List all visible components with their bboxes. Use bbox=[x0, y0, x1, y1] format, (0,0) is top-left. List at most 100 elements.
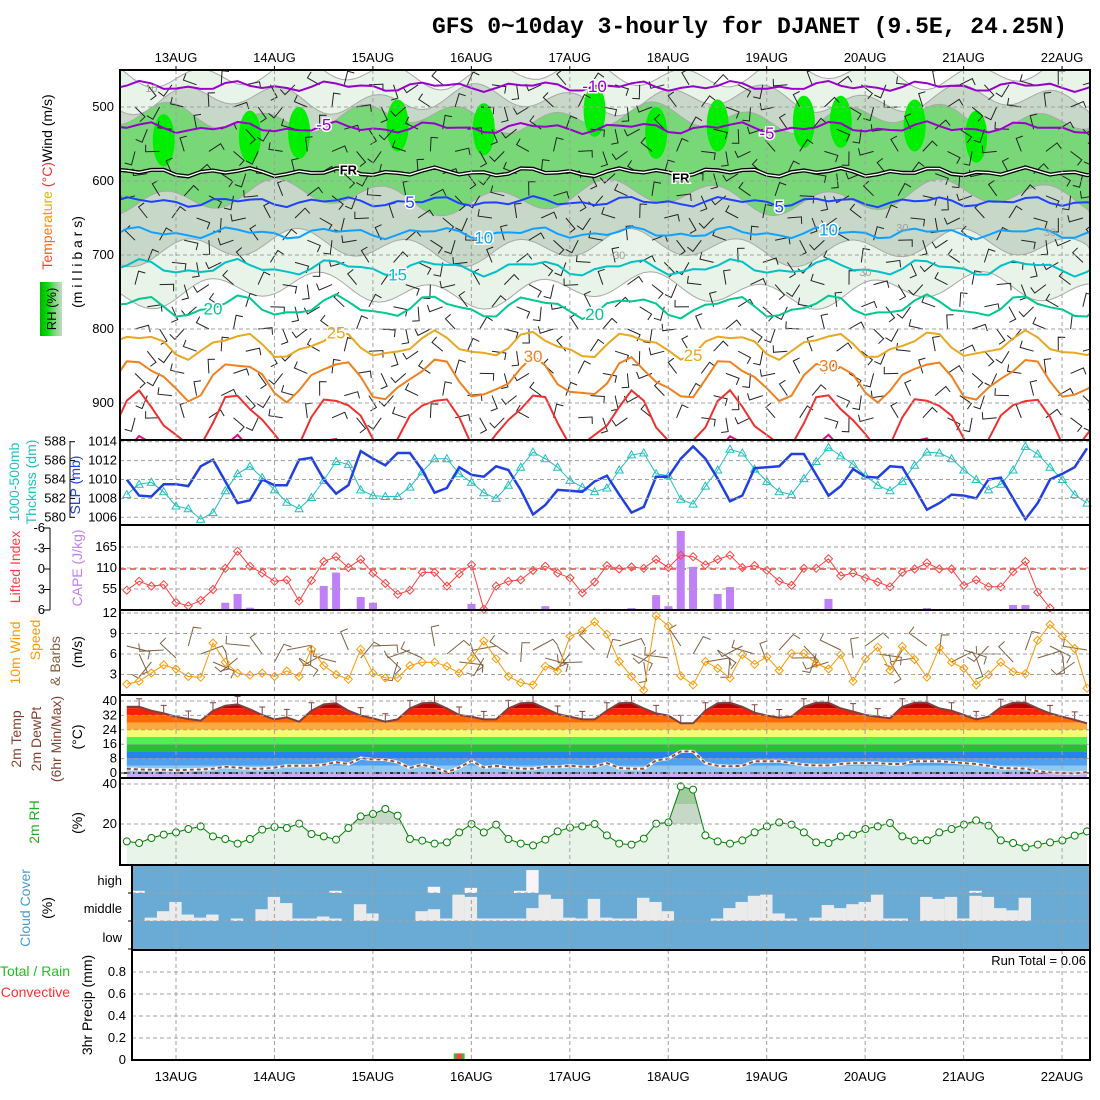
wind-barb bbox=[1018, 306, 1034, 318]
wind-speed-point bbox=[922, 672, 932, 682]
thickness-point bbox=[799, 473, 809, 483]
wind-barb bbox=[981, 145, 997, 154]
rh-core bbox=[583, 84, 606, 137]
thickness-point bbox=[478, 487, 489, 497]
li-point bbox=[614, 564, 624, 574]
rh-legend-label: RH (%) bbox=[44, 288, 59, 331]
temp-tick-label: 24 bbox=[103, 722, 117, 737]
wind-barb bbox=[489, 417, 505, 429]
wind-speed-point bbox=[626, 671, 637, 682]
precip-tick-label: 0.4 bbox=[108, 1008, 126, 1023]
wind-barb bbox=[331, 145, 348, 153]
cloud-bar-middle bbox=[944, 896, 958, 921]
cape-bar bbox=[245, 607, 254, 610]
rh-legend-swatch bbox=[40, 282, 62, 336]
wind-speed-point bbox=[306, 644, 317, 654]
wind-barb bbox=[687, 239, 702, 253]
wind-barb bbox=[540, 261, 554, 277]
thickness-point bbox=[995, 479, 1006, 488]
date-label-top: 21AUG bbox=[942, 50, 985, 65]
cape-tick-label: 55 bbox=[103, 581, 117, 596]
wind-barb bbox=[962, 417, 973, 433]
axis-label-cloud-units: (%) bbox=[39, 897, 55, 919]
wind-barb bbox=[401, 328, 410, 345]
li-point bbox=[823, 554, 834, 564]
cape-tick-label: 165 bbox=[95, 539, 117, 554]
cloud-bar-high bbox=[513, 890, 527, 893]
wind-barb bbox=[750, 328, 763, 343]
wind-barb bbox=[319, 314, 333, 330]
li-point bbox=[811, 563, 821, 574]
li-point bbox=[146, 581, 157, 591]
wind-barb bbox=[393, 251, 409, 263]
wind-barb bbox=[996, 282, 1012, 291]
cloud-bar-middle bbox=[575, 918, 588, 921]
wind-barb-10m bbox=[298, 657, 319, 677]
wind-barb bbox=[563, 278, 579, 286]
axis-label-rh-units: (%) bbox=[69, 812, 85, 834]
thickness-point bbox=[454, 468, 465, 478]
wind-barb bbox=[713, 340, 729, 352]
wind-barb bbox=[836, 226, 850, 241]
rh-point bbox=[1033, 840, 1042, 849]
slp-tick-label: 1014 bbox=[88, 434, 117, 449]
wind-barb bbox=[833, 195, 850, 204]
isotherm-20 bbox=[120, 293, 1090, 321]
wind-barb bbox=[1070, 417, 1083, 433]
wind-barb bbox=[896, 306, 911, 319]
wind-barb bbox=[909, 262, 917, 279]
wind-barb bbox=[759, 102, 776, 111]
wind-barb-10m bbox=[520, 642, 531, 663]
wind-barb bbox=[554, 262, 567, 277]
wind-barb bbox=[263, 202, 271, 219]
thickness-point bbox=[158, 486, 169, 496]
wind-speed-point bbox=[663, 621, 674, 631]
wind-barb bbox=[676, 404, 689, 418]
wind-barb bbox=[165, 157, 173, 174]
wind-speed-point bbox=[712, 663, 723, 674]
wind-speed-point bbox=[786, 648, 797, 659]
wind-barb bbox=[333, 291, 345, 308]
wind-barb bbox=[984, 350, 995, 367]
rh-point bbox=[996, 836, 1005, 845]
rh-point bbox=[147, 834, 156, 842]
wind-barb bbox=[642, 328, 653, 344]
wind-barb bbox=[269, 249, 284, 263]
wind-speed-point bbox=[996, 657, 1006, 667]
wind-barb bbox=[417, 209, 434, 219]
temp-tick-label: 32 bbox=[103, 707, 117, 722]
wind-barb bbox=[973, 129, 985, 144]
cloud-bar-high bbox=[969, 890, 982, 893]
wind-barb bbox=[499, 224, 508, 241]
date-label-bottom: 16AUG bbox=[450, 1069, 493, 1084]
wind-barb bbox=[193, 284, 210, 294]
wind-barb bbox=[1021, 239, 1036, 250]
wind-speed-point bbox=[454, 668, 464, 678]
rh-core bbox=[792, 95, 815, 148]
wind-barb-10m bbox=[865, 632, 890, 647]
rh-point bbox=[1070, 831, 1079, 840]
wind-barb bbox=[442, 381, 453, 396]
li-point bbox=[195, 595, 206, 606]
wind-barb bbox=[501, 395, 517, 406]
wind-barb bbox=[402, 350, 419, 360]
rh-point bbox=[418, 836, 427, 845]
cape-bar bbox=[725, 587, 734, 610]
wind-barb bbox=[663, 159, 675, 174]
wind-barb bbox=[747, 126, 763, 135]
rh-point bbox=[750, 828, 759, 837]
rh-point bbox=[529, 841, 538, 850]
thickness-point bbox=[1020, 441, 1031, 450]
wind-barb bbox=[479, 151, 488, 168]
temp-minmax-bar bbox=[234, 695, 241, 705]
wind-barb bbox=[179, 402, 187, 418]
wind-barb bbox=[723, 269, 731, 285]
wind-barb bbox=[876, 157, 887, 174]
temp-minmax-bar bbox=[554, 705, 561, 714]
cloud-bar-middle bbox=[366, 913, 379, 921]
cloud-bar-middle bbox=[1006, 910, 1019, 921]
rh-point bbox=[442, 838, 451, 847]
wind-barb bbox=[1079, 191, 1090, 199]
wind-barb bbox=[454, 147, 471, 156]
wind-barb bbox=[1040, 240, 1049, 256]
